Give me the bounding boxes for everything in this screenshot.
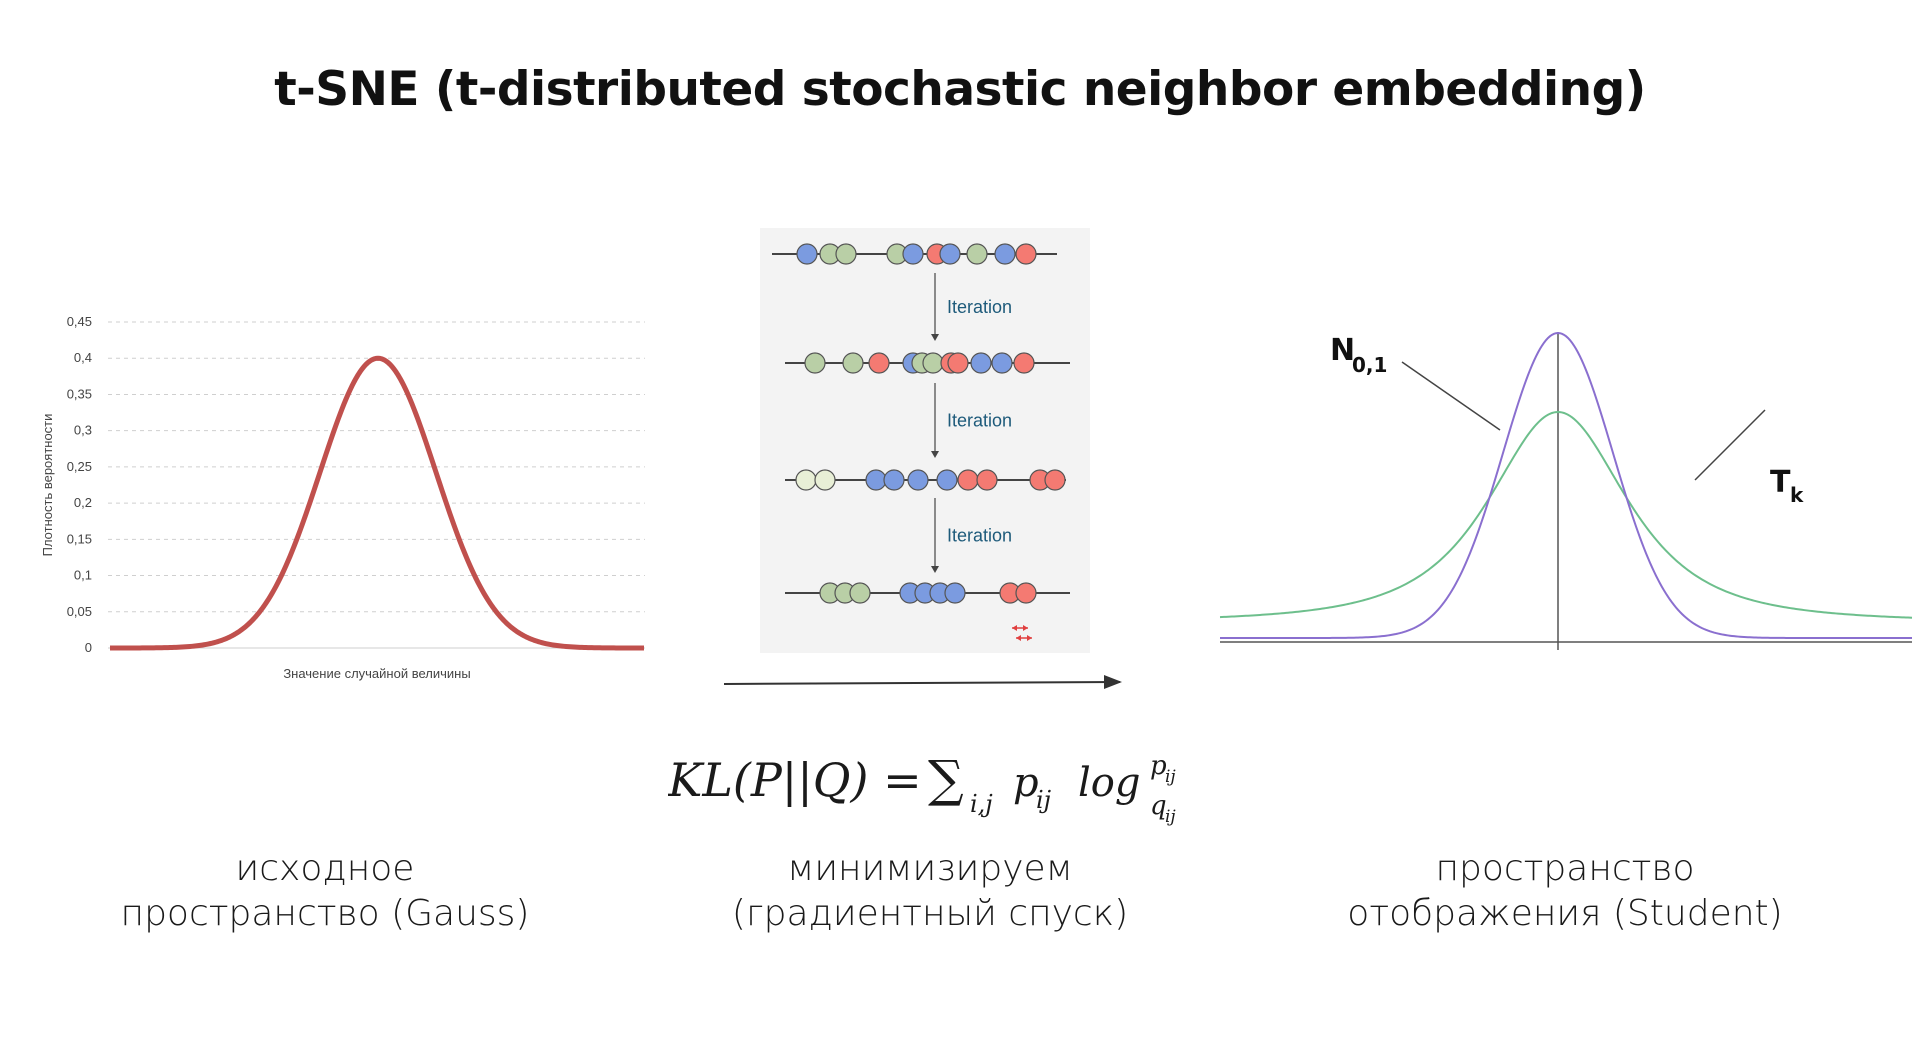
formula-den: q	[1150, 791, 1167, 821]
y-tick-label: 0,45	[67, 314, 92, 329]
normal-label: N	[1330, 333, 1355, 368]
point-blue	[865, 469, 887, 491]
point-green	[804, 352, 826, 374]
formula-log: log	[1078, 760, 1140, 806]
y-tick-label: 0,4	[74, 350, 92, 365]
point-red	[1015, 243, 1037, 265]
caption-left-line2: пространство (Gauss)	[120, 893, 530, 934]
point-red	[1013, 352, 1035, 374]
formula-sum-sub: i,j	[970, 790, 993, 818]
normal-pointer	[1401, 361, 1501, 431]
point-blue	[796, 243, 818, 265]
formula-term-sub: ij	[1036, 786, 1052, 814]
t-pointer	[1694, 409, 1766, 481]
y-tick-label: 0,15	[67, 531, 92, 546]
point-blue	[883, 469, 905, 491]
point-blue	[939, 243, 961, 265]
y-tick-label: 0,35	[67, 386, 92, 401]
caption-right-line2: отображения (Student)	[1347, 893, 1783, 934]
iteration-arrowhead	[931, 334, 939, 341]
y-tick-label: 0,1	[74, 568, 92, 583]
formula-term: p	[1013, 760, 1039, 806]
formula-num: p	[1150, 751, 1167, 781]
point-pale	[795, 469, 817, 491]
normal-label-sub: 0,1	[1352, 353, 1387, 377]
x-axis-label: Значение случайной величины	[283, 666, 470, 681]
point-red	[1015, 582, 1037, 604]
caption-middle-line1: минимизируем	[787, 848, 1073, 889]
page-title: t-SNE (t-distributed stochastic neighbor…	[274, 62, 1646, 117]
point-blue	[944, 582, 966, 604]
point-blue	[936, 469, 958, 491]
caption-middle: минимизируем (градиентный спуск)	[690, 846, 1170, 936]
iteration-diagram: Iteration Iteration Iteration	[760, 228, 1090, 653]
point-red	[1044, 469, 1066, 491]
point-red	[947, 352, 969, 374]
repulsion-arrowhead	[1023, 625, 1028, 631]
point-blue	[994, 243, 1016, 265]
repulsion-arrowhead	[1016, 635, 1021, 641]
point-blue	[907, 469, 929, 491]
t-label: T	[1770, 465, 1791, 500]
diagram-background	[760, 228, 1090, 653]
y-tick-label: 0,25	[67, 459, 92, 474]
t-distribution-curve	[1219, 410, 1913, 619]
caption-right-line1: пространство	[1435, 848, 1695, 889]
caption-right: пространство отображения (Student)	[1320, 846, 1810, 936]
repulsion-arrowhead	[1012, 625, 1017, 631]
y-axis-label: Плотность вероятности	[40, 414, 55, 557]
point-blue	[902, 243, 924, 265]
gauss-curve	[109, 355, 645, 651]
point-green	[966, 243, 988, 265]
point-green	[842, 352, 864, 374]
formula-sum: ∑	[928, 750, 964, 808]
iteration-label: Iteration	[947, 411, 1012, 431]
iteration-arrowhead	[931, 566, 939, 573]
formula-num-sub: ij	[1165, 767, 1176, 787]
formula-den-sub: ij	[1165, 807, 1176, 827]
point-green	[922, 352, 944, 374]
t-label-sub: k	[1790, 483, 1804, 507]
point-pale	[814, 469, 836, 491]
y-tick-label: 0,2	[74, 495, 92, 510]
kl-formula: KL(P||Q) = ∑ i,j p ij log p ij q ij	[668, 750, 1176, 827]
gauss-chart: 0,45 0,4 0,35 0,3 0,25 0,2 0,15 0,1 0,05 0 Плотнос…	[40, 314, 645, 681]
caption-left: исходное пространство (Gauss)	[80, 846, 570, 936]
normal-curve	[1220, 331, 1912, 639]
formula-lhs: KL(P||Q) =	[668, 753, 922, 807]
process-arrow	[723, 675, 1122, 689]
caption-left-line1: исходное	[235, 848, 415, 889]
y-tick-label: 0,3	[74, 423, 92, 438]
iteration-arrowhead	[931, 451, 939, 458]
point-red	[957, 469, 979, 491]
repulsion-arrowhead	[1027, 635, 1032, 641]
point-blue	[970, 352, 992, 374]
point-red	[976, 469, 998, 491]
iteration-label: Iteration	[947, 526, 1012, 546]
point-green	[849, 582, 871, 604]
point-green	[835, 243, 857, 265]
y-tick-label: 0,05	[67, 604, 92, 619]
point-red	[868, 352, 890, 374]
caption-middle-line2: (градиентный спуск)	[731, 893, 1129, 934]
student-chart: N0,1 T k	[1219, 331, 1913, 650]
point-blue	[991, 352, 1013, 374]
iteration-label: Iteration	[947, 297, 1012, 317]
y-tick-label: 0	[85, 640, 92, 655]
